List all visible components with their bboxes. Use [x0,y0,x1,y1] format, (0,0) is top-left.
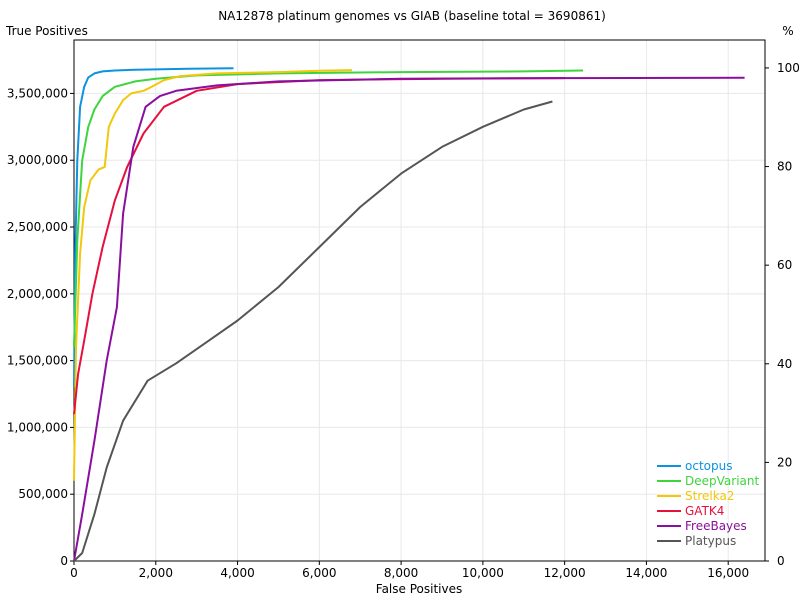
y2-tick-label: 100 [777,61,800,75]
series-line-platypus [73,100,553,562]
y-tick-label: 3,500,000 [7,86,68,100]
x-tick-label: 8,000 [384,566,418,580]
legend-label: Strelka2 [685,489,734,503]
series-line-freebayes [73,76,745,562]
y-tick-label: 0 [60,554,68,568]
series-line-octopus [73,67,234,388]
y2-tick-label: 40 [777,357,792,371]
x-tick-label: 16,000 [707,566,749,580]
y2-tick-label: 80 [777,160,792,174]
axis-ticks: 0 2,000 4,000 6,000 8,000 10,000 12,000 14,000 1… [7,61,800,580]
x-tick-label: 10,000 [462,566,504,580]
legend: octopusDeepVariantStrelka2GATK4FreeBayes… [657,459,759,548]
legend-label: FreeBayes [685,519,747,533]
series-lines [73,67,745,562]
series-line-deepvariant [73,69,584,348]
y2-axis-label: % [782,24,793,38]
legend-label: DeepVariant [685,474,759,488]
y-tick-label: 2,000,000 [7,287,68,301]
x-tick-label: 0 [70,566,78,580]
legend-label: GATK4 [685,504,724,518]
x-tick-label: 2,000 [139,566,173,580]
y2-tick-label: 60 [777,258,792,272]
y-axis-label: True Positives [5,24,88,38]
x-tick-label: 6,000 [302,566,336,580]
y-tick-label: 1,500,000 [7,354,68,368]
x-tick-label: 4,000 [220,566,254,580]
y2-tick-label: 20 [777,455,792,469]
x-tick-label: 12,000 [544,566,586,580]
series-line-strelka2 [73,69,353,481]
y-tick-label: 3,000,000 [7,153,68,167]
x-tick-label: 14,000 [625,566,667,580]
y-tick-label: 2,500,000 [7,220,68,234]
y2-tick-label: 0 [777,554,785,568]
chart-title: NA12878 platinum genomes vs GIAB (baseli… [218,9,606,23]
y-tick-label: 500,000 [18,487,68,501]
y-tick-label: 1,000,000 [7,420,68,434]
x-axis-label: False Positives [376,582,462,596]
legend-label: octopus [685,459,732,473]
legend-label: Platypus [685,534,736,548]
